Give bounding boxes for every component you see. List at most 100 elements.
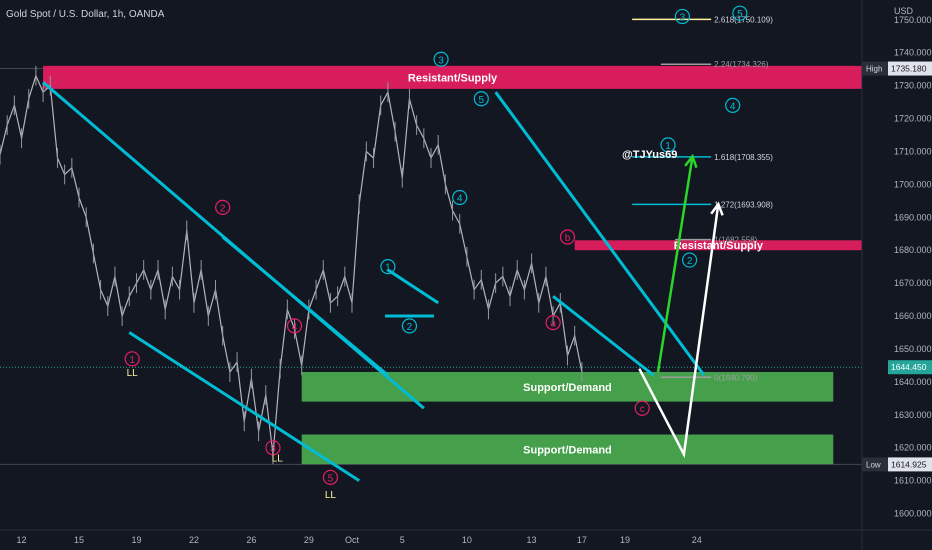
wave-circle — [215, 199, 231, 215]
wave-circle — [380, 259, 396, 275]
low-tag-bg — [862, 457, 888, 472]
projection-arrowhead — [684, 153, 698, 169]
wave-circle — [732, 5, 748, 21]
wave-label: 2 — [220, 203, 226, 214]
x-tick-label: 22 — [189, 535, 199, 545]
y-tick-label: 1670.000 — [894, 278, 932, 288]
fib-label: 1(1682.558) — [714, 236, 757, 245]
zone-box — [301, 371, 834, 402]
wave-circle — [286, 318, 303, 334]
x-tick-label: 15 — [74, 535, 84, 545]
ll-label: LL — [127, 368, 139, 379]
zone-box — [301, 434, 834, 465]
wave-circle — [545, 315, 561, 331]
y-tick-label: 1650.000 — [894, 344, 932, 354]
x-tick-label: 24 — [692, 535, 702, 545]
y-tick-label: 1640.000 — [894, 377, 932, 387]
wave-label: 1 — [385, 263, 391, 274]
x-tick-label: 10 — [462, 535, 472, 545]
ll-label: LL — [325, 490, 337, 501]
wave-circle — [559, 229, 576, 245]
y-tick-label: 1740.000 — [894, 48, 932, 58]
wave-circle — [725, 97, 741, 113]
projection-arrowhead — [710, 201, 724, 216]
low-price: 1614.925 — [891, 459, 927, 469]
zone-label: Resistant/Supply — [408, 72, 498, 84]
y-tick-label: 1750.000 — [894, 15, 932, 25]
y-tick-label: 1690.000 — [894, 212, 932, 222]
y-tick-label: 1710.000 — [894, 146, 932, 156]
zone-box — [43, 65, 863, 89]
zone-label: Support/Demand — [523, 382, 612, 394]
wave-circle — [452, 189, 468, 206]
current-price-bg — [888, 360, 932, 375]
wave-circle — [265, 440, 281, 456]
low-price-bg — [888, 457, 932, 472]
y-tick-label: 1660.000 — [894, 311, 932, 321]
x-tick-label: 17 — [577, 535, 587, 545]
projection-line — [638, 203, 720, 459]
wave-label: a — [550, 319, 556, 330]
trend-line — [494, 91, 706, 377]
trend-line — [552, 295, 655, 377]
fib-label: 1.618(1708.355) — [714, 153, 773, 162]
current-price: 1644.450 — [891, 362, 927, 372]
x-tick-label: Oct — [345, 535, 360, 545]
trend-line — [387, 268, 440, 305]
wave-label: 4 — [730, 101, 736, 112]
low-tag: Low — [866, 460, 881, 469]
wave-label: 4 — [292, 322, 298, 333]
fib-label: 0(1640.790) — [714, 373, 757, 382]
y-tick-label: 1600.000 — [894, 509, 932, 519]
high-tag-bg — [862, 61, 888, 76]
ll-label: LL — [272, 454, 284, 465]
wave-label: c — [640, 404, 645, 415]
wave-circle — [473, 91, 489, 107]
x-tick-label: 29 — [304, 535, 314, 545]
y-tick-label: 1730.000 — [894, 81, 932, 91]
x-tick-label: 12 — [17, 535, 27, 545]
wave-label: 2 — [687, 256, 693, 267]
trend-lines — [42, 81, 706, 482]
grid — [0, 68, 862, 465]
y-tick-label: 1680.000 — [894, 245, 932, 255]
x-tick-label: 5 — [400, 535, 405, 545]
price-series — [0, 65, 583, 465]
x-tick-label: 19 — [131, 535, 141, 545]
wave-circle — [674, 8, 691, 25]
projection-line — [656, 156, 694, 373]
wave-circle — [433, 51, 449, 67]
wave-circle — [681, 252, 698, 268]
wave-label: 5 — [479, 95, 485, 106]
high-price: 1735.180 — [891, 64, 927, 74]
y-tick-label: 1700.000 — [894, 179, 932, 189]
wave-label: 4 — [457, 194, 463, 205]
high-price-bg — [888, 61, 932, 76]
zones: Resistant/Supply Resistant/Supply Support/… — [43, 65, 863, 465]
wave-label: 3 — [438, 55, 444, 66]
wave-labels: 1 2 3 4 5 1 2 3 4 5 a b c 3 5 4 1 2 LL LL LL — [124, 5, 748, 501]
trend-line — [128, 331, 360, 482]
fib-levels: 2.618(1750.109) 2.24(1734.326) 1.618(1708.… — [632, 15, 773, 382]
projections — [638, 153, 724, 459]
fib-label: 2.618(1750.109) — [714, 15, 773, 24]
wave-label: 3 — [680, 12, 686, 23]
y-tick-label: 1610.000 — [894, 476, 932, 486]
zone-label: Resistant/Supply — [674, 240, 764, 252]
wave-circle — [660, 137, 676, 153]
wave-circle — [124, 351, 140, 367]
wave-label: 2 — [407, 322, 413, 333]
chart-title: Gold Spot / U.S. Dollar, 1h, OANDA — [6, 9, 165, 20]
wave-label: 5 — [737, 9, 743, 20]
y-tick-label: 1620.000 — [894, 443, 932, 453]
x-tick-label: 13 — [527, 535, 537, 545]
wave-label: 1 — [665, 141, 671, 152]
y-tick-label: 1720.000 — [894, 114, 932, 124]
high-tag: High — [866, 65, 882, 74]
x-tick-label: 26 — [246, 535, 256, 545]
wave-circle — [401, 318, 418, 334]
fib-label: 2.24(1734.326) — [714, 60, 769, 69]
